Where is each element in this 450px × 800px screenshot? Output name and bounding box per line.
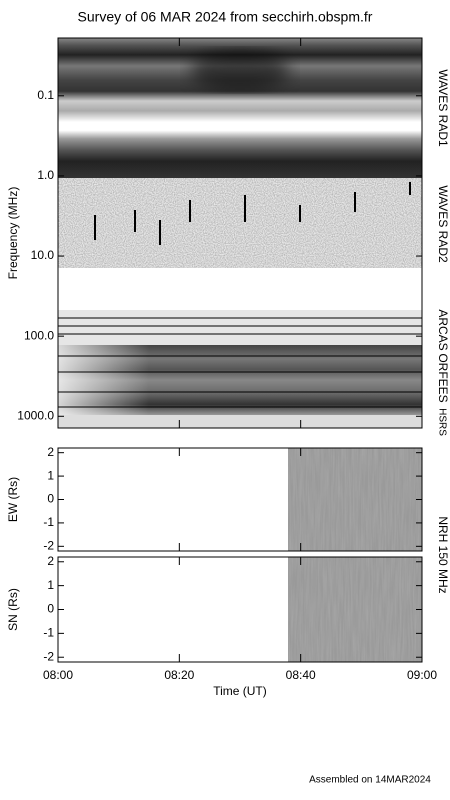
y-tick-label: -2 bbox=[43, 649, 54, 663]
y-tick-label: 100.0 bbox=[24, 328, 54, 342]
y-tick-label: 1.0 bbox=[37, 168, 54, 182]
y-tick-label: -1 bbox=[43, 626, 54, 640]
x-axis-label: Time (UT) bbox=[213, 684, 267, 698]
y-axis-label: SN (Rs) bbox=[6, 588, 20, 631]
y-tick-label: 2 bbox=[47, 554, 54, 568]
y-axis-label: Frequency (MHz) bbox=[6, 187, 20, 280]
y-tick-label: 0 bbox=[47, 492, 54, 506]
y-axis-label: EW (Rs) bbox=[6, 477, 20, 522]
x-tick-label: 08:00 bbox=[43, 668, 73, 682]
title: Survey of 06 MAR 2024 from secchirh.obsp… bbox=[78, 9, 373, 25]
band-label: ORFEES bbox=[436, 353, 450, 402]
instrument-label: NRH 150 MHz bbox=[436, 516, 450, 593]
band-label: HSRS bbox=[436, 408, 447, 436]
band-label: WAVES RAD1 bbox=[436, 69, 450, 147]
y-tick-label: 1000.0 bbox=[17, 408, 54, 422]
x-tick-label: 08:40 bbox=[286, 668, 316, 682]
y-tick-label: 1 bbox=[47, 468, 54, 482]
y-tick-label: 10.0 bbox=[31, 248, 55, 262]
y-tick-label: 0 bbox=[47, 602, 54, 616]
footer: Assembled on 14MAR2024 bbox=[309, 775, 431, 786]
spectrogram-image bbox=[58, 38, 422, 662]
y-tick-label: 1 bbox=[47, 578, 54, 592]
y-tick-label: -2 bbox=[43, 538, 54, 552]
band-label: ARCAS bbox=[436, 309, 450, 350]
x-tick-label: 08:20 bbox=[164, 668, 194, 682]
x-tick-label: 09:00 bbox=[407, 668, 437, 682]
band-label: WAVES RAD2 bbox=[436, 185, 450, 263]
y-tick-label: 2 bbox=[47, 445, 54, 459]
plot-frame bbox=[57, 37, 423, 429]
y-tick-label: -1 bbox=[43, 515, 54, 529]
y-tick-label: 0.1 bbox=[37, 88, 54, 102]
